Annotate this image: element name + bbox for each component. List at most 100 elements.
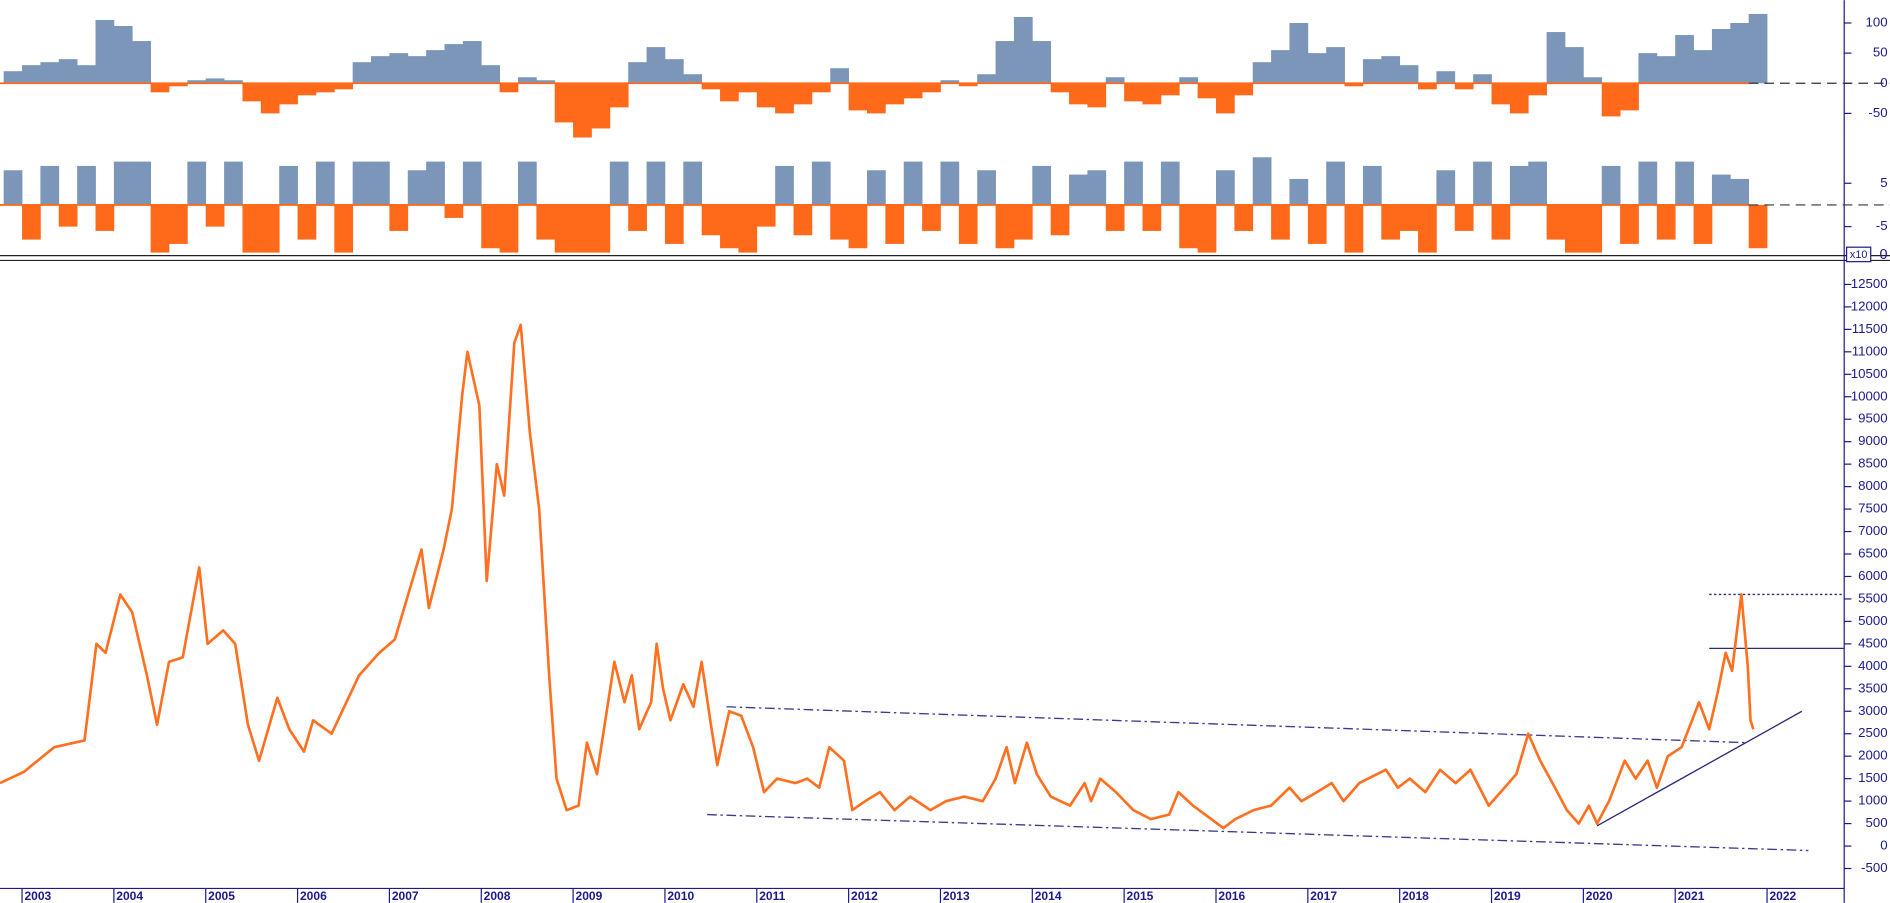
y-tick-label: 10000 <box>1851 388 1888 403</box>
y-tick-label: 100 <box>1865 14 1887 29</box>
histogram-bar <box>830 204 849 240</box>
histogram-bar <box>1748 13 1768 84</box>
histogram-bar <box>113 26 133 84</box>
histogram-bar <box>95 204 115 231</box>
histogram-bar <box>866 83 886 114</box>
histogram-bar <box>536 204 556 240</box>
y-tick-label: 8500 <box>1858 456 1887 471</box>
histogram-bar <box>1675 161 1694 205</box>
histogram-bar <box>462 41 482 84</box>
histogram-bar <box>536 80 556 84</box>
histogram-bar <box>977 170 996 205</box>
histogram-bar <box>1215 83 1235 114</box>
y-tick-label: 5000 <box>1858 613 1887 628</box>
histogram-bar <box>1069 174 1088 205</box>
histogram-bar <box>720 204 739 249</box>
histogram-bar <box>958 204 978 244</box>
x-tick-label: 2013 <box>943 889 970 903</box>
histogram-bar <box>77 165 96 205</box>
histogram-bar <box>793 83 813 105</box>
histogram-bar <box>22 65 41 84</box>
histogram-bar <box>205 204 225 227</box>
trend-line <box>726 706 1748 744</box>
histogram-bar <box>1362 165 1382 205</box>
x-tick-label: 2021 <box>1678 889 1705 903</box>
histogram-bar <box>1381 204 1401 240</box>
x-tick-label: 2011 <box>759 889 785 903</box>
histogram-bar <box>866 170 886 205</box>
histogram-bar <box>1197 204 1217 253</box>
x-tick-label: 2007 <box>392 889 419 903</box>
histogram-bar <box>1050 204 1070 236</box>
histogram-bar <box>1693 204 1713 244</box>
histogram-bar <box>940 161 960 205</box>
x-tick-label: 2010 <box>667 889 694 903</box>
histogram-bar <box>334 204 354 253</box>
x-tick-label: 2006 <box>300 889 327 903</box>
histogram-bar <box>426 161 445 205</box>
x-tick-label: 2003 <box>24 889 51 903</box>
histogram-bar <box>517 161 537 205</box>
histogram-bar <box>242 204 262 253</box>
histogram-bar <box>407 56 427 84</box>
histogram-bar <box>1307 204 1327 244</box>
x-tick-label: 2012 <box>851 889 878 903</box>
histogram-bar <box>168 83 188 87</box>
y-tick-label: 6000 <box>1858 568 1887 583</box>
y-tick-label: 50 <box>1873 45 1888 60</box>
x-tick-label: 2008 <box>484 889 511 903</box>
histogram-bar <box>701 204 721 236</box>
histogram-bar <box>1344 83 1364 87</box>
histogram-bar <box>95 19 115 84</box>
histogram-bar <box>315 161 335 205</box>
histogram-bar <box>1583 204 1603 253</box>
histogram-bar <box>628 62 647 84</box>
histogram-bar <box>646 47 666 84</box>
y-tick-label: 3000 <box>1858 703 1887 718</box>
histogram-bar <box>793 204 813 236</box>
histogram-bar <box>1142 204 1162 231</box>
histogram-bar <box>1656 204 1676 240</box>
histogram-bar <box>628 204 647 231</box>
y-tick-label: 9000 <box>1858 433 1887 448</box>
histogram-bar <box>848 204 868 249</box>
x-tick-label: 2015 <box>1127 889 1154 903</box>
histogram-bar <box>1399 65 1419 84</box>
histogram-bar <box>885 204 905 244</box>
histogram-bar <box>1032 41 1052 84</box>
x-tick-label: 2018 <box>1402 889 1429 903</box>
histogram-bar <box>77 65 96 84</box>
histogram-bar <box>591 83 611 129</box>
y-tick-label: 0 <box>1880 838 1887 853</box>
histogram-bar <box>664 59 684 84</box>
histogram-bar <box>499 83 519 93</box>
histogram-bar <box>1013 204 1033 240</box>
histogram-bar <box>683 74 703 84</box>
histogram-bar <box>701 83 721 90</box>
y-tick-label: 10500 <box>1851 366 1888 381</box>
x-tick-label: 2014 <box>1035 889 1062 903</box>
histogram-bar <box>922 83 941 93</box>
histogram-bar <box>1307 53 1327 84</box>
histogram-bar <box>1564 47 1584 84</box>
histogram-bar <box>1362 59 1382 84</box>
histogram-bar <box>40 62 60 84</box>
histogram-bar <box>646 161 666 205</box>
histogram-bar <box>1197 83 1217 99</box>
histogram-bar <box>1638 161 1658 205</box>
histogram-bar <box>371 161 390 205</box>
histogram-bar <box>1693 50 1713 84</box>
histogram-bar <box>554 204 574 253</box>
histogram-bar <box>1473 74 1492 84</box>
histogram-bar <box>848 83 868 111</box>
histogram-bar <box>389 53 409 84</box>
histogram-bar <box>1124 83 1143 102</box>
histogram-bar <box>775 83 794 114</box>
histogram-bar <box>260 204 280 253</box>
y-tick-label: 11500 <box>1852 321 1888 336</box>
histogram-bar <box>1013 16 1033 84</box>
histogram-bar <box>756 204 776 227</box>
histogram-bar <box>315 83 335 93</box>
histogram-bar <box>1179 204 1198 249</box>
